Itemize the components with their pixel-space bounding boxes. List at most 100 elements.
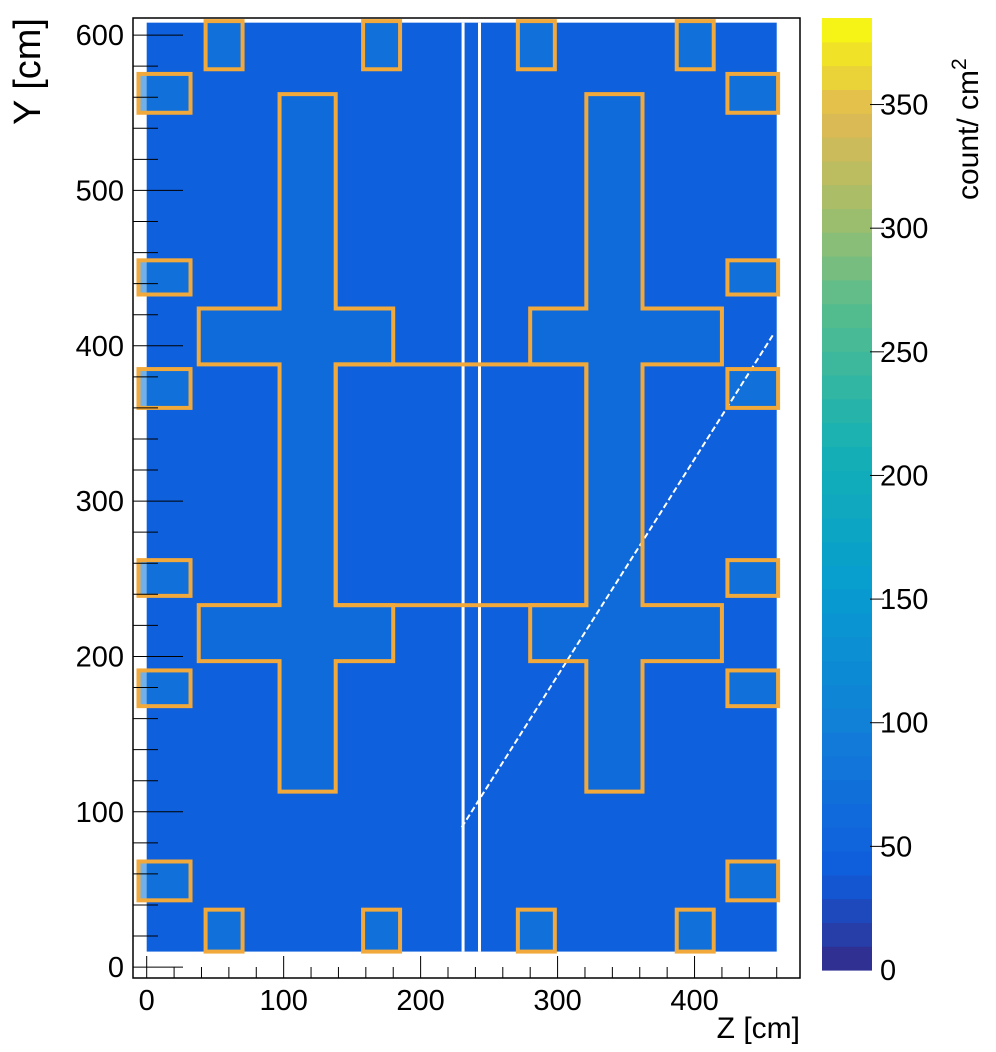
box-outline [361,907,403,954]
x-tick-label: 100 [259,985,307,1017]
color-scale-step [822,89,872,114]
x-tick-label: 200 [396,985,444,1017]
color-scale-step [822,946,872,971]
y-tick-label: 0 [108,952,124,984]
color-scale-bar [822,18,872,971]
box-outline [136,859,193,903]
box-outline [136,71,193,115]
box-outline [136,558,193,598]
cross-outline [196,92,396,794]
color-scale-step [822,41,872,67]
z-tick-label: 100 [880,708,928,740]
heatmap-hot-region [198,94,394,792]
x-tick-label: 400 [670,985,718,1017]
color-scale-step [822,208,872,233]
color-scale-step [822,660,872,685]
box-outline [725,71,781,115]
color-scale-step [822,256,872,281]
color-scale-step [822,827,872,852]
color-scale-step [822,375,872,400]
z-tick-label: 150 [880,584,928,616]
box-outline [136,258,193,297]
color-scale-step [822,565,872,590]
detector-overlay [136,19,781,954]
color-scale-step [822,137,872,162]
x-axis: 0 100 200 300 400 [139,956,778,1017]
heatmap-hot-spot [727,260,779,295]
color-scale-step [822,874,872,900]
color-scale-step [822,160,872,186]
plot-frame [132,17,801,979]
heatmap-hot-spot [676,21,714,70]
z-tick-label: 250 [880,337,928,369]
color-scale-step [822,732,872,757]
color-scale-step [822,446,872,471]
color-scale-step [822,184,872,209]
heatmap-hot-spot [138,861,191,901]
heatmap-hot-spot [138,560,191,596]
color-scale-step [822,898,872,923]
color-scale-step [822,303,872,328]
heatmap-hot-spot [363,909,401,952]
color-scale-step [822,398,872,424]
color-scale-step [822,613,872,638]
heatmap-hot-spot [727,670,779,707]
y-axis: 0 100 200 300 400 500 600 [76,20,183,984]
heatmap-hot-spot [205,909,243,952]
y-tick-label: 200 [76,641,124,673]
color-scale-step [822,755,872,781]
heatmap-hot-spot [727,560,779,596]
heatmap-hot-spot [727,861,779,901]
box-outline [674,907,716,954]
color-scale-step [822,803,872,828]
heatmap-hot-spot [727,369,779,408]
y-tick-label: 600 [76,20,124,52]
z-tick-label: 300 [880,213,928,245]
z-tick-label: 50 [880,831,912,863]
color-scale-step [822,684,872,709]
color-scale-axis: 0 50 100 150 200 250 300 350 [870,90,928,987]
color-scale-step [822,636,872,662]
box-outline [136,668,193,709]
box-outline [674,19,716,72]
color-scale-step [822,18,872,43]
z-tick-label: 200 [880,460,928,492]
z-tick-label: 0 [880,955,896,987]
heatmap-hot-spot [138,73,191,113]
color-scale-step [822,65,872,90]
heatmap-hot-spot [138,670,191,707]
box-outline [725,367,781,410]
color-scale-step [822,517,872,543]
y-tick-label: 400 [76,331,124,363]
box-outline [515,19,557,72]
color-scale-step [822,851,872,876]
heatmap-hot-spot [517,909,555,952]
color-scale-step [822,779,872,804]
heatmap-hot-spot [138,260,191,295]
y-axis-title: Y [cm] [7,18,49,125]
color-scale-step [822,494,872,519]
box-outline [725,558,781,598]
color-scale-step [822,279,872,305]
box-outline [361,19,403,72]
heatmap-hot-spot [676,909,714,952]
box-outline [136,367,193,410]
diagonal-gap [460,332,775,828]
box-outline [515,907,557,954]
gap-column [478,22,482,952]
box-outline [725,668,781,709]
box-outline [725,859,781,903]
x-tick-label: 0 [139,985,155,1017]
center-rectangle-outline [333,362,589,608]
y-tick-label: 500 [76,175,124,207]
z-tick-label: 350 [880,90,928,122]
color-scale-step [822,922,872,947]
color-scale-step [822,232,872,257]
x-axis-title: Z [cm] [717,1012,800,1045]
color-scale-step [822,422,872,447]
color-scale-title: count/ cm2 [948,58,985,200]
color-scale-step [822,327,872,352]
box-outline [203,19,245,72]
y-tick-label: 300 [76,486,124,518]
